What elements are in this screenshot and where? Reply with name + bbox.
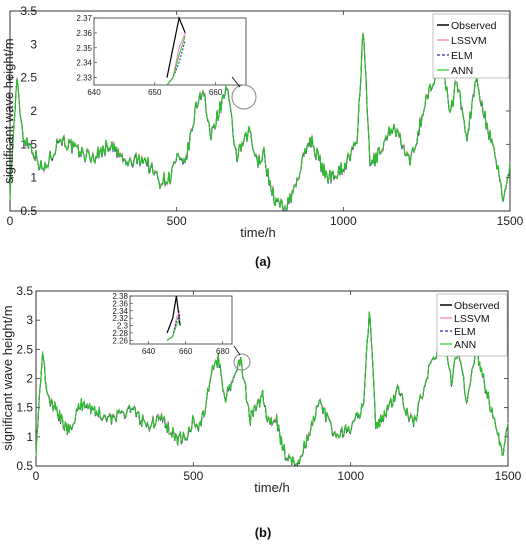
legend-a: Observed LSSVM ELM ANN — [432, 13, 510, 79]
panel-b-caption: (b) — [255, 525, 272, 540]
x-tick-label: 1000 — [330, 214, 357, 228]
inset-x-tick-label: 680 — [216, 347, 230, 356]
y-tick-label: 1 — [30, 171, 37, 185]
inset-y-tick-label: 2.37 — [76, 14, 92, 23]
inset-line-ann — [166, 35, 186, 86]
x-axis-label-a: time/h — [240, 225, 275, 240]
inset-line-observed — [166, 15, 186, 78]
y-tick-label: 3.5 — [20, 4, 37, 18]
x-tick-label: 1500 — [497, 214, 524, 228]
x-tick-label: 1000 — [337, 469, 364, 483]
x-ticks-b: 0 500 1000 1500 — [33, 291, 522, 483]
legend-label-lssvm: LSSVM — [451, 35, 487, 47]
series-line-ann — [35, 312, 509, 466]
inset-y-tick-label: 2.33 — [76, 74, 92, 83]
y-tick-label: 3 — [30, 37, 37, 51]
x-tick-label: 0 — [33, 469, 40, 483]
plot-area-a — [9, 10, 511, 212]
legend-label-observed: Observed — [454, 300, 500, 312]
inset-b-series — [166, 295, 181, 341]
inset-y-tick-label: 2.28 — [112, 329, 128, 338]
inset-b-ticks: 2.262.282.32.322.342.362.38 640 660 680 — [112, 292, 230, 356]
inset-y-tick-label: 2.36 — [112, 299, 128, 308]
inset-x-tick-label: 660 — [209, 88, 223, 97]
series-group-a — [9, 32, 511, 212]
y-tick-label: 2.5 — [20, 71, 37, 85]
inset-a-series — [166, 15, 186, 86]
y-axis-label-a: significant wave height/m — [1, 38, 16, 183]
inset-b-frame — [129, 295, 233, 345]
y-tick-label: 1.5 — [16, 401, 33, 415]
inset-line-observed — [166, 295, 181, 334]
inset-y-tick-label: 2.36 — [76, 29, 92, 38]
zoom-arrow-b — [233, 345, 241, 356]
inset-x-tick-label: 660 — [179, 347, 193, 356]
inset-y-tick-label: 2.26 — [112, 336, 128, 345]
inset-y-tick-label: 2.32 — [112, 314, 128, 323]
legend-b: Observed LSSVM ELM ANN — [436, 293, 508, 357]
y-tick-label: 0.5 — [16, 459, 33, 473]
y-tick-label: 3 — [26, 313, 33, 327]
series-line-ann — [9, 33, 511, 211]
legend-label-ann: ANN — [451, 65, 473, 77]
inset-y-tick-label: 2.34 — [76, 59, 92, 68]
legend-label-ann: ANN — [454, 339, 476, 351]
series-group-b — [35, 310, 509, 467]
y-tick-label: 2 — [30, 104, 37, 118]
plot-area-b — [35, 290, 509, 467]
panel-a-chart: 0.511.522.533.5 0 500 1000 1500 significant… — [1, 4, 524, 269]
zoom-circle-b — [233, 353, 251, 371]
inset-y-tick-label: 2.35 — [76, 44, 92, 53]
inset-line-ann — [166, 317, 181, 341]
inset-x-tick-label: 640 — [142, 347, 156, 356]
legend-label-elm: ELM — [451, 50, 473, 62]
inset-x-tick-label: 650 — [148, 88, 162, 97]
panel-a-caption: (a) — [255, 254, 271, 269]
x-axis-label-b: time/h — [254, 480, 289, 495]
y-ticks-a: 0.511.522.533.5 — [10, 4, 510, 218]
x-ticks-a: 0 500 1000 1500 — [7, 11, 524, 228]
panel-b-chart: 0.5 1 1.5 2 2.5 3 3.5 0 500 1000 1500 significant… — [0, 284, 522, 540]
zoom-arrow-a — [231, 76, 241, 88]
inset-a-frame — [93, 17, 247, 86]
x-tick-label: 500 — [183, 469, 203, 483]
legend-label-observed: Observed — [451, 20, 497, 32]
legend-label-elm: ELM — [454, 326, 476, 338]
inset-line-elm — [166, 314, 181, 341]
y-ticks-b: 0.5 1 1.5 2 2.5 3 3.5 — [16, 284, 508, 473]
y-axis-label-b: significant wave height/m — [0, 305, 15, 450]
zoom-circle-a — [231, 84, 257, 110]
x-tick-label: 0 — [7, 214, 14, 228]
inset-y-tick-label: 2.38 — [112, 292, 128, 301]
y-tick-label: 3.5 — [16, 284, 33, 298]
x-tick-label: 500 — [167, 214, 187, 228]
legend-label-lssvm: LSSVM — [454, 313, 490, 325]
y-tick-label: 2.5 — [16, 342, 33, 356]
inset-x-tick-label: 640 — [87, 88, 101, 97]
inset-y-tick-label: 2.3 — [117, 322, 129, 331]
inset-a-ticks: 2.33 2.34 2.35 2.36 2.37 640 650 660 — [76, 14, 222, 97]
y-tick-label: 1 — [26, 430, 33, 444]
y-tick-label: 0.5 — [20, 204, 37, 218]
y-tick-label: 2 — [26, 372, 33, 386]
inset-y-tick-label: 2.34 — [112, 307, 128, 316]
x-tick-label: 1500 — [495, 469, 522, 483]
